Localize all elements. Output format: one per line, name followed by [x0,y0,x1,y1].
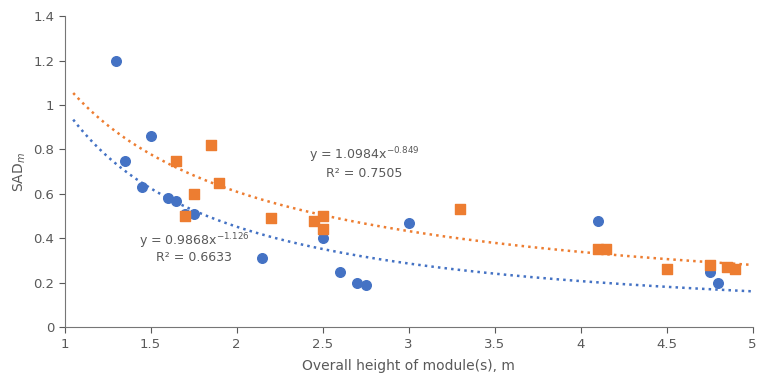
Point [316,226,329,232]
Point [144,133,157,139]
Point [110,58,122,64]
Point [162,195,174,201]
Point [591,246,604,252]
Point [703,262,716,268]
Point [170,197,183,204]
Point [703,268,716,275]
Point [454,206,466,212]
Point [136,184,148,190]
Point [402,220,415,226]
Point [257,255,269,262]
Point [720,264,733,270]
Point [591,217,604,223]
Text: y = 1.0984x$^{-0.849}$: y = 1.0984x$^{-0.849}$ [309,145,419,165]
Y-axis label: SAD$_m$: SAD$_m$ [11,152,28,192]
Point [730,266,742,273]
Point [214,180,226,186]
Point [316,235,329,242]
Point [204,142,217,148]
Text: R² = 0.7505: R² = 0.7505 [326,167,402,180]
Point [265,215,277,221]
Point [187,211,200,217]
Point [333,268,346,275]
Point [660,266,673,273]
Point [351,280,363,286]
Point [179,211,191,217]
Point [187,191,200,197]
Text: y = 0.9868x$^{-1.126}$: y = 0.9868x$^{-1.126}$ [138,232,250,252]
X-axis label: Overall height of module(s), m: Overall height of module(s), m [302,359,515,373]
Point [712,280,724,286]
Point [119,157,131,164]
Point [359,282,372,288]
Point [316,213,329,219]
Point [601,246,613,252]
Point [170,157,183,164]
Point [179,213,191,219]
Point [308,217,320,223]
Text: R² = 0.6633: R² = 0.6633 [156,251,232,264]
